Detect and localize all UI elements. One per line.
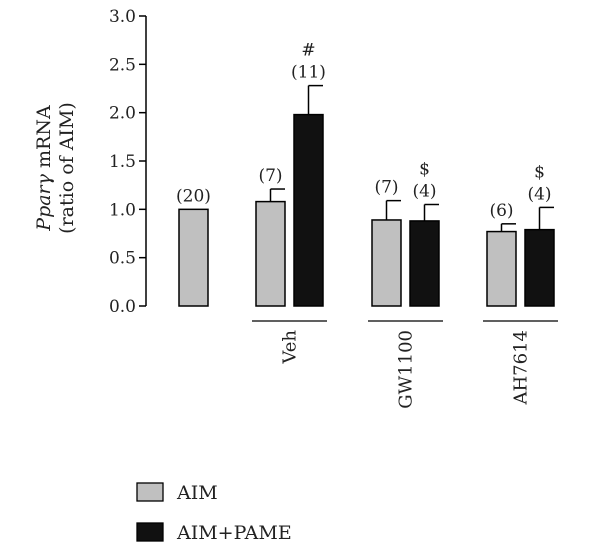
y-axis-label-gene: Pparγ (33, 173, 55, 231)
bar-gw1100-aim-pame (409, 220, 440, 307)
significance-marker: # (301, 41, 315, 61)
bar-ah7614-aim (486, 230, 517, 307)
y-tick-label: 2.5 (109, 55, 136, 75)
n-label: (6) (489, 201, 513, 221)
y-tick-label: 2.0 (109, 104, 136, 124)
y-axis-label-line2: (ratio of AIM) (56, 102, 78, 234)
y-tick-label: 0.5 (109, 249, 136, 269)
y-axis: 0.0 0.5 1.0 1.5 2.0 2.5 3.0 (109, 7, 147, 317)
y-tick-label: 3.0 (109, 7, 136, 27)
y-tick-label: 1.5 (109, 152, 136, 172)
bar-veh-aim (255, 200, 286, 307)
legend-swatch (136, 522, 164, 542)
y-tick-label: 1.0 (109, 200, 136, 220)
legend-label: AIM+PAME (176, 522, 292, 544)
n-label: (7) (374, 178, 398, 198)
y-axis-label-suffix: mRNA (33, 105, 55, 174)
bar-veh-aim-pame (293, 113, 324, 307)
category-label: Veh (280, 330, 301, 365)
significance-marker: $ (419, 160, 430, 180)
n-label: (7) (258, 166, 282, 186)
y-axis-label: Pparγ mRNA (33, 105, 55, 232)
n-label: (4) (527, 184, 551, 204)
legend-swatch (136, 482, 164, 502)
bar-gw1100-aim (371, 219, 402, 307)
category-labels: Veh GW1100 AH7614 (252, 320, 558, 409)
category-label: GW1100 (396, 330, 417, 409)
legend-label: AIM (176, 482, 218, 504)
bar-ah7614-aim-pame (524, 228, 555, 307)
bar-control-aim (178, 208, 209, 307)
y-tick-label: 0.0 (109, 297, 136, 317)
n-label: (11) (291, 63, 326, 83)
n-label: (20) (176, 186, 211, 206)
significance-marker: $ (534, 162, 545, 182)
category-label: AH7614 (511, 330, 532, 406)
bars-layer: (20)(7)(11)#(7) (4)$(6)(4)$ (176, 41, 555, 307)
n-label: (4) (412, 182, 436, 202)
legend: AIM AIM+PAME (136, 482, 292, 544)
